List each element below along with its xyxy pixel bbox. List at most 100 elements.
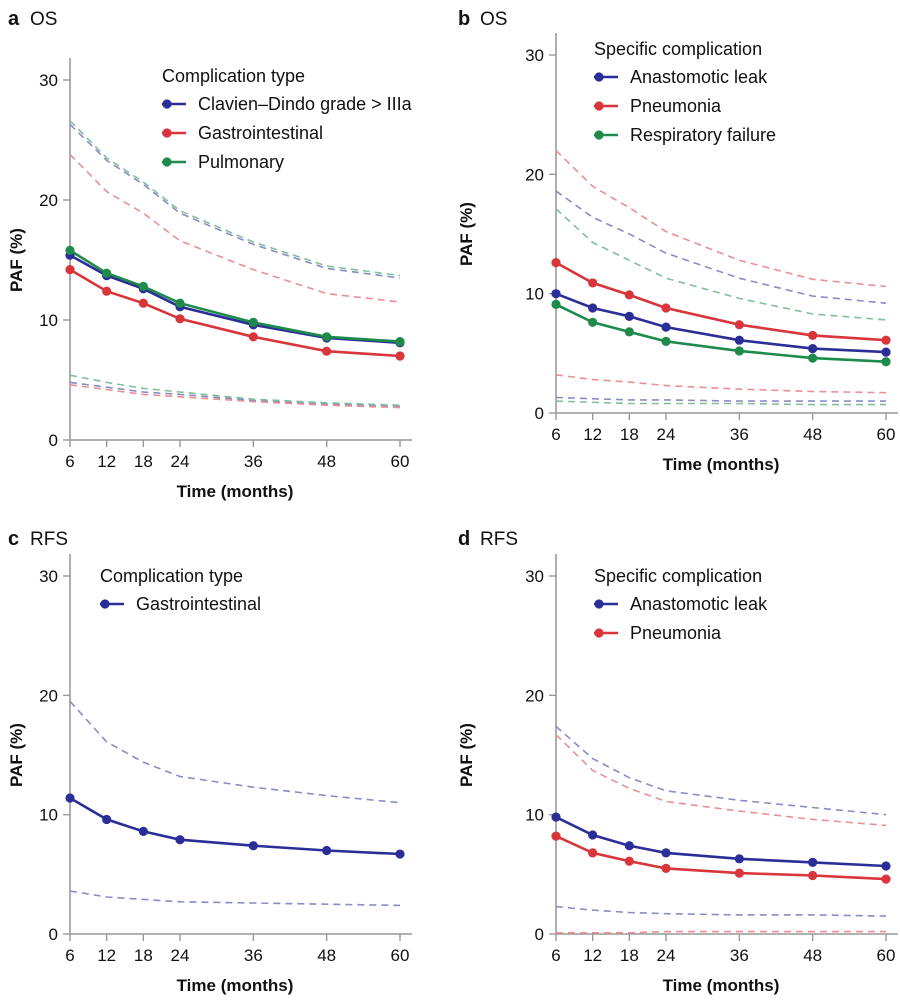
data-point <box>661 336 671 346</box>
data-point <box>734 346 744 356</box>
y-tick-label: 20 <box>39 191 58 210</box>
data-point <box>881 347 891 357</box>
panel-title: RFS <box>480 529 518 550</box>
data-point <box>881 335 891 345</box>
x-tick-label: 48 <box>317 452 336 471</box>
legend-marker <box>162 99 172 109</box>
data-point <box>881 874 891 884</box>
x-tick-label: 48 <box>803 946 822 965</box>
x-tick-label: 6 <box>551 946 560 965</box>
y-tick-label: 10 <box>39 311 58 330</box>
legend-label: Anastomotic leak <box>630 67 768 87</box>
data-point <box>65 265 75 275</box>
y-axis-label: PAF (%) <box>457 202 476 266</box>
y-axis-label: PAF (%) <box>457 723 476 787</box>
y-tick-label: 30 <box>39 567 58 586</box>
series-line <box>555 303 887 363</box>
ci-upper-line <box>555 734 887 827</box>
ci-upper-line <box>555 208 887 321</box>
x-tick-label: 36 <box>244 946 263 965</box>
series-line <box>69 268 401 358</box>
data-point <box>881 861 891 871</box>
data-point <box>661 848 671 858</box>
panel-letter: c <box>8 528 19 550</box>
x-tick-label: 48 <box>803 425 822 444</box>
x-tick-label: 36 <box>244 452 263 471</box>
ci-upper-line <box>555 190 887 304</box>
y-tick-label: 30 <box>525 567 544 586</box>
data-point <box>661 303 671 313</box>
data-point <box>588 317 598 327</box>
y-axis-label: PAF (%) <box>7 723 26 787</box>
legend-label: Clavien–Dindo grade > IIIa <box>198 94 413 114</box>
x-tick-label: 6 <box>65 452 74 471</box>
data-point <box>734 320 744 330</box>
ci-upper-line <box>555 149 887 288</box>
legend-title: Complication type <box>100 566 243 586</box>
data-point <box>551 289 561 299</box>
x-tick-label: 60 <box>877 946 896 965</box>
x-axis-label: Time (months) <box>663 455 780 474</box>
data-point <box>395 351 405 361</box>
y-tick-label: 20 <box>525 165 544 184</box>
x-tick-label: 18 <box>134 946 153 965</box>
ci-lower-line <box>69 374 401 406</box>
legend-marker <box>594 599 604 609</box>
ci-upper-line <box>69 123 401 279</box>
x-tick-label: 12 <box>97 946 116 965</box>
series-line <box>69 254 401 345</box>
data-point <box>808 330 818 341</box>
panel-title: RFS <box>30 529 68 550</box>
y-tick-label: 10 <box>39 806 58 825</box>
data-point <box>65 793 75 803</box>
legend-label: Anastomotic leak <box>630 594 768 614</box>
legend-label: Pneumonia <box>630 96 722 116</box>
legend-marker <box>162 157 172 167</box>
x-tick-label: 18 <box>134 452 153 471</box>
data-point <box>322 346 332 356</box>
series-line <box>69 796 401 856</box>
y-tick-label: 20 <box>39 686 58 705</box>
y-tick-label: 0 <box>49 925 58 944</box>
data-point <box>551 299 561 310</box>
panel-title: OS <box>480 9 507 30</box>
panel-b: b OS 0 10 20 30 6 12 18 24 36 48 60 Time (months) PAF … <box>457 8 898 474</box>
x-tick-label: 12 <box>97 452 116 471</box>
x-tick-label: 36 <box>730 946 749 965</box>
legend-title: Specific complication <box>594 39 762 59</box>
data-point <box>734 868 744 878</box>
y-tick-label: 10 <box>525 285 544 304</box>
data-point <box>661 322 671 332</box>
data-point <box>322 332 332 342</box>
x-tick-label: 24 <box>657 946 676 965</box>
data-point <box>588 278 598 288</box>
data-point <box>551 812 561 822</box>
panel-letter: d <box>458 528 470 550</box>
x-tick-label: 60 <box>877 425 896 444</box>
data-point <box>175 835 185 845</box>
ci-upper-line <box>69 700 401 804</box>
x-tick-label: 36 <box>730 425 749 444</box>
ci-lower-line <box>556 930 886 934</box>
y-tick-label: 0 <box>49 431 58 450</box>
legend-marker <box>162 128 172 138</box>
data-point <box>624 856 634 866</box>
ci-lower-line <box>555 905 887 917</box>
legend-marker <box>100 599 110 609</box>
legend-marker <box>594 628 604 638</box>
panel-letter: a <box>8 8 20 30</box>
data-point <box>808 870 818 881</box>
data-point <box>734 335 744 345</box>
ci-lower-line <box>555 374 887 394</box>
x-tick-label: 60 <box>391 452 410 471</box>
data-point <box>138 826 148 836</box>
data-point <box>624 290 634 300</box>
data-point <box>322 845 332 856</box>
y-tick-label: 20 <box>525 686 544 705</box>
data-point <box>395 337 405 347</box>
x-axis-label: Time (months) <box>177 976 294 995</box>
x-tick-label: 18 <box>620 425 639 444</box>
x-tick-label: 6 <box>65 946 74 965</box>
data-point <box>624 841 634 851</box>
